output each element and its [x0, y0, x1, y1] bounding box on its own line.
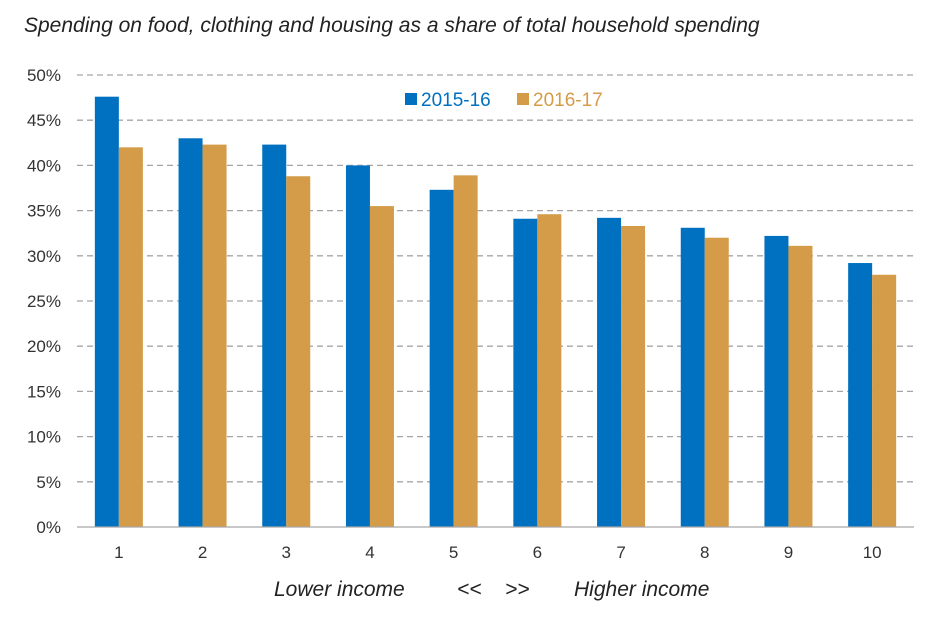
bar-2015-16 [764, 235, 789, 528]
y-tick-label: 10% [27, 428, 61, 447]
y-tick-label: 5% [36, 473, 61, 492]
x-tick-label: 6 [533, 543, 542, 562]
x-tick-label: 8 [700, 543, 709, 562]
bar-2016-17 [788, 245, 813, 527]
x-tick-label: 10 [863, 543, 882, 562]
chart-title: Spending on food, clothing and housing a… [24, 14, 760, 37]
x-tick-label: 7 [616, 543, 625, 562]
x-tick-label: 2 [198, 543, 207, 562]
x-tick-label: 5 [449, 543, 458, 562]
legend-label: 2016-17 [533, 90, 603, 111]
bar-2016-17 [118, 147, 143, 527]
income-direction-caption: Lower income << >> Higher income [0, 578, 946, 608]
bar-2016-17 [872, 274, 897, 527]
bar-2016-17 [369, 206, 394, 527]
bar-2015-16 [513, 218, 538, 527]
y-tick-label: 45% [27, 111, 61, 130]
y-tick-label: 30% [27, 247, 61, 266]
x-tick-label: 3 [282, 543, 291, 562]
y-tick-label: 40% [27, 156, 61, 175]
x-axis-tick-labels: 1 2 3 4 5 6 7 8 9 10 [114, 543, 881, 562]
y-tick-label: 20% [27, 337, 61, 356]
bar-2015-16 [848, 263, 873, 527]
y-tick-label: 35% [27, 202, 61, 221]
bar-2015-16 [178, 138, 203, 527]
y-axis-tick-labels: 0% 5% 10% 15% 20% 25% 30% 35% 40% 45% 50% [27, 66, 61, 537]
legend-swatch [405, 93, 417, 105]
bar-2015-16 [429, 189, 454, 528]
bar-2016-17 [537, 214, 562, 527]
bar-2016-17 [202, 144, 227, 527]
y-tick-label: 15% [27, 382, 61, 401]
y-tick-label: 25% [27, 292, 61, 311]
bar-2015-16 [345, 165, 370, 527]
y-tick-label: 0% [36, 518, 61, 537]
lower-income-label: Lower income [274, 578, 405, 601]
y-tick-label: 50% [27, 66, 61, 85]
bar-2016-17 [621, 225, 646, 527]
right-arrows-label: >> [505, 578, 530, 601]
legend-swatch [517, 93, 529, 105]
x-tick-label: 4 [365, 543, 374, 562]
bar-2015-16 [94, 96, 119, 528]
legend-label: 2015-16 [421, 90, 491, 111]
x-tick-label: 1 [114, 543, 123, 562]
x-tick-label: 9 [784, 543, 793, 562]
legend: 2015-16 2016-17 [405, 90, 603, 111]
bar-2016-17 [704, 237, 729, 527]
bar-2016-17 [286, 176, 311, 528]
higher-income-label: Higher income [574, 578, 710, 601]
left-arrows-label: << [457, 578, 482, 601]
bar-2016-17 [453, 175, 478, 527]
bar-2015-16 [680, 227, 705, 527]
bar-2015-16 [597, 217, 622, 527]
bars [94, 96, 897, 528]
bar-2015-16 [262, 144, 287, 527]
